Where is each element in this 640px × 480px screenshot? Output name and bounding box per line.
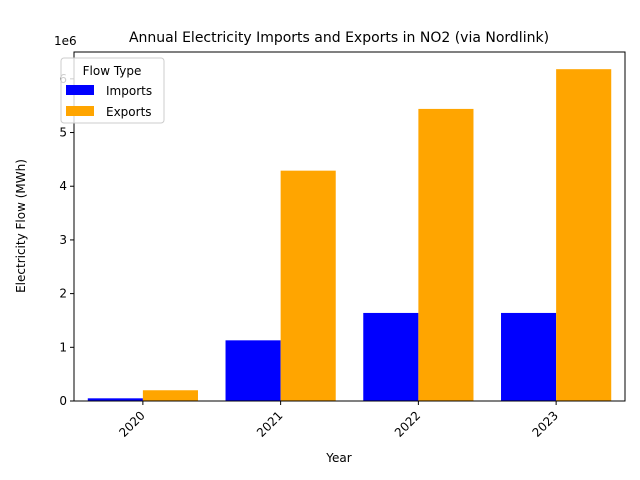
legend-label-exports: Exports [106, 105, 152, 119]
x-tick-label: 2023 [530, 408, 561, 439]
legend: Flow Type Imports Exports [60, 57, 165, 124]
y-tick-label: 1 [59, 340, 67, 354]
x-tick-label: 2020 [116, 408, 147, 439]
legend-swatch-exports [66, 106, 94, 116]
bar-imports-2022 [363, 312, 419, 401]
plot-area-frame [73, 51, 626, 402]
bar-imports-2023 [501, 312, 557, 401]
x-tick-label: 2021 [254, 408, 285, 439]
bar-imports-2021 [225, 340, 281, 401]
y-axis-offset-label: 1e6 [54, 34, 77, 48]
y-tick-label: 5 [59, 126, 67, 140]
legend-title: Flow Type [83, 64, 142, 78]
y-axis-label: Electricity Flow (MWh) [14, 159, 28, 293]
y-tick-label: 4 [59, 179, 67, 193]
x-axis-ticks: 2020 2021 2022 2023 [116, 401, 561, 440]
bars-layer [87, 69, 612, 402]
bar-exports-2020 [142, 390, 198, 401]
y-tick-label: 2 [59, 287, 67, 301]
x-axis-label: Year [325, 451, 351, 465]
y-tick-label: 3 [59, 233, 67, 247]
legend-swatch-imports [66, 85, 94, 95]
bar-exports-2021 [280, 170, 336, 401]
chart-title: Annual Electricity Imports and Exports i… [129, 30, 549, 46]
bar-imports-2020 [87, 398, 143, 401]
legend-items: Imports Exports [66, 84, 152, 119]
bar-exports-2022 [418, 108, 474, 401]
x-tick-label: 2022 [392, 408, 423, 439]
bar-exports-2023 [556, 69, 612, 402]
y-tick-label: 0 [59, 394, 67, 408]
legend-label-imports: Imports [106, 84, 152, 98]
